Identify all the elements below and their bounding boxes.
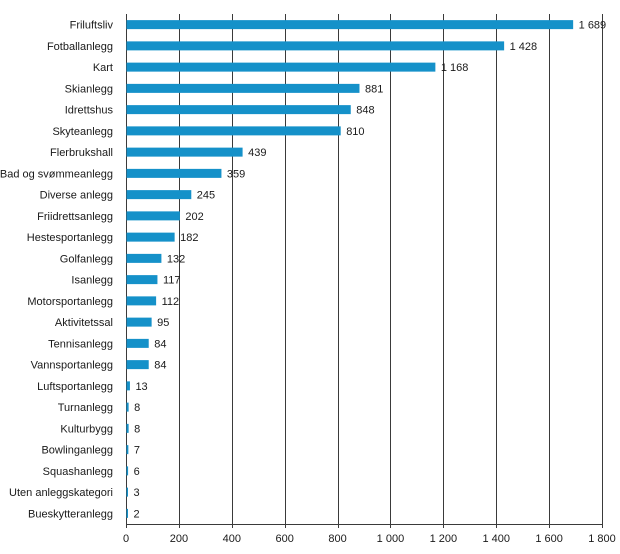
bar <box>126 402 129 412</box>
bar <box>126 232 175 242</box>
value-label: 881 <box>365 83 383 95</box>
category-label: Flerbrukshall <box>50 147 113 159</box>
category-label: Skianlegg <box>65 83 113 95</box>
value-label: 132 <box>167 253 185 265</box>
category-label: Aktivitetssal <box>55 317 113 329</box>
value-label: 810 <box>346 126 364 138</box>
bar <box>126 381 130 391</box>
category-label: Friidrettsanlegg <box>37 211 113 223</box>
value-label: 848 <box>356 105 374 117</box>
x-tick-label: 600 <box>275 533 293 545</box>
bar <box>126 296 157 306</box>
bar <box>126 338 149 348</box>
value-label: 117 <box>163 275 181 287</box>
value-label: 84 <box>154 338 166 350</box>
value-label: 1 689 <box>579 20 607 32</box>
value-label: 7 <box>134 445 140 457</box>
bar <box>126 126 341 136</box>
x-tick-label: 0 <box>123 533 129 545</box>
bars <box>126 20 574 518</box>
x-tick-label: 1 800 <box>588 533 616 545</box>
bar <box>126 508 128 518</box>
category-label: Fotballanlegg <box>47 41 113 53</box>
value-label: 112 <box>162 296 180 308</box>
value-label: 8 <box>134 423 140 435</box>
bar <box>126 168 222 178</box>
value-label: 84 <box>154 360 166 372</box>
bar <box>126 83 360 93</box>
category-label: Vannsportanlegg <box>31 360 113 372</box>
bar <box>126 41 505 51</box>
category-label: Bueskytteranlegg <box>28 508 113 520</box>
bar <box>126 275 158 285</box>
category-labels: Friluftsliv Fotballanlegg Kart Skianlegg Idr… <box>0 20 113 521</box>
category-label: Bowlinganlegg <box>41 445 113 457</box>
x-tick-label: 1 400 <box>482 533 510 545</box>
category-label: Diverse anlegg <box>40 190 113 202</box>
value-label: 1 428 <box>510 41 538 53</box>
bar <box>126 317 152 327</box>
bar <box>126 20 574 30</box>
category-label: Uten anleggskategori <box>9 487 113 499</box>
bar <box>126 487 128 497</box>
bar <box>126 105 351 115</box>
bar <box>126 190 192 200</box>
category-label: Friluftsliv <box>70 20 114 32</box>
value-label: 95 <box>157 317 169 329</box>
bar <box>126 360 149 370</box>
x-axis-ticks: 0 200 400 600 800 1 000 1 200 1 400 1 600 1 800 <box>123 533 616 545</box>
bar <box>126 423 129 433</box>
bar <box>126 253 162 263</box>
value-label: 1 168 <box>441 62 469 74</box>
x-tick-label: 1 200 <box>430 533 458 545</box>
bar <box>126 62 436 72</box>
value-label: 6 <box>134 466 140 478</box>
category-label: Hestesportanlegg <box>27 232 113 244</box>
category-label: Kart <box>93 62 113 74</box>
category-label: Luftsportanlegg <box>37 381 113 393</box>
category-label: Skyteanlegg <box>52 126 113 138</box>
value-label: 202 <box>185 211 203 223</box>
value-label: 2 <box>134 508 140 520</box>
value-label: 359 <box>227 168 245 180</box>
bar <box>126 445 129 455</box>
x-tick-label: 800 <box>328 533 346 545</box>
value-label: 182 <box>180 232 198 244</box>
category-label: Bad og svømmeanlegg <box>0 168 113 180</box>
category-label: Kulturbygg <box>60 423 113 435</box>
bar <box>126 211 180 221</box>
category-label: Idrettshus <box>65 105 114 117</box>
value-label: 13 <box>135 381 147 393</box>
value-label: 3 <box>134 487 140 499</box>
value-label: 439 <box>248 147 266 159</box>
gridlines <box>126 14 603 528</box>
x-tick-label: 1 000 <box>377 533 405 545</box>
category-label: Motorsportanlegg <box>27 296 113 308</box>
category-label: Turnanlegg <box>58 402 113 414</box>
x-tick-label: 200 <box>170 533 188 545</box>
category-label: Golfanlegg <box>60 253 113 265</box>
category-label: Squashanlegg <box>43 466 113 478</box>
category-label: Isanlegg <box>71 275 113 287</box>
bar <box>126 466 129 476</box>
value-label: 8 <box>134 402 140 414</box>
x-tick-label: 1 600 <box>535 533 563 545</box>
value-label: 245 <box>197 190 215 202</box>
x-tick-label: 400 <box>223 533 241 545</box>
category-label: Tennisanlegg <box>48 338 113 350</box>
bar <box>126 147 243 157</box>
